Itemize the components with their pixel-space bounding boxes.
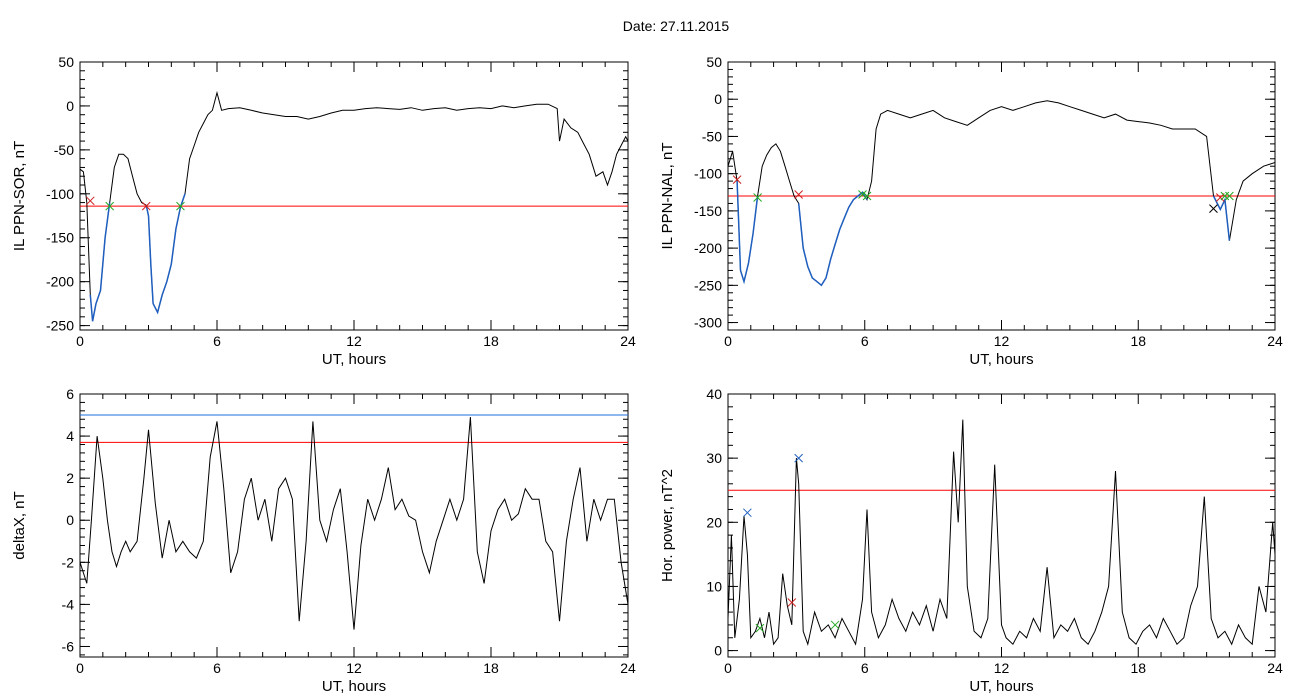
x-tick-label: 6 bbox=[861, 660, 869, 676]
event-marker bbox=[85, 196, 95, 206]
y-axis-label: Hor. power, nT^2 bbox=[659, 469, 676, 582]
y-tick-label: -150 bbox=[46, 230, 74, 246]
event-marker bbox=[141, 201, 151, 211]
y-axis-label: IL PPN-NAL, nT bbox=[659, 143, 676, 250]
x-tick-label: 12 bbox=[346, 660, 362, 676]
y-tick-label: -2 bbox=[62, 554, 75, 570]
event-marker bbox=[830, 620, 840, 630]
x-tick-label: 18 bbox=[483, 660, 499, 676]
plot-area bbox=[728, 419, 1275, 647]
y-tick-label: 40 bbox=[706, 386, 722, 402]
y-tick-label: -100 bbox=[46, 186, 74, 202]
series-line bbox=[80, 90, 628, 322]
plot-area bbox=[80, 414, 628, 630]
y-tick-label: 20 bbox=[706, 514, 722, 530]
y-tick-label: 0 bbox=[66, 98, 74, 114]
x-tick-label: 6 bbox=[213, 660, 221, 676]
x-tick-label: 24 bbox=[1267, 333, 1283, 349]
y-tick-label: -250 bbox=[46, 318, 74, 334]
panel-bottom-left: 0 6 12 18 24 6 4 2 0 -2 -4 -6 UT, hours deltaX, nT bbox=[11, 386, 636, 695]
x-axis-label: UT, hours bbox=[969, 351, 1033, 368]
panel-top-right: 0 6 12 18 24 50 0 -50 -100 -150 -200 -250 -300 UT, ho… bbox=[659, 54, 1283, 368]
x-tick-label: 24 bbox=[620, 333, 636, 349]
x-tick-label: 0 bbox=[724, 333, 732, 349]
event-marker bbox=[1215, 193, 1225, 202]
x-tick-label: 24 bbox=[620, 660, 636, 676]
y-tick-label: 10 bbox=[706, 578, 722, 594]
highlight-segment bbox=[797, 191, 868, 287]
y-tick-label: -200 bbox=[694, 240, 722, 256]
event-marker bbox=[794, 190, 804, 199]
x-axis-label: UT, hours bbox=[969, 678, 1033, 695]
event-marker bbox=[1220, 191, 1230, 201]
panel-bottom-right: 0 6 12 18 24 40 30 20 10 0 UT, hours Hor. power, nT… bbox=[659, 386, 1283, 695]
x-axis-label: UT, hours bbox=[322, 678, 386, 695]
event-marker bbox=[105, 201, 115, 211]
x-tick-label: 12 bbox=[994, 660, 1010, 676]
y-tick-label: -150 bbox=[694, 203, 722, 219]
event-marker bbox=[794, 453, 804, 463]
y-tick-label: 0 bbox=[714, 643, 722, 659]
figure-title: Date: 27.11.2015 bbox=[622, 18, 730, 34]
y-axis-label: deltaX, nT bbox=[11, 491, 28, 559]
y-tick-label: -4 bbox=[62, 596, 75, 612]
event-marker bbox=[858, 190, 867, 199]
plot-area bbox=[80, 90, 628, 322]
y-tick-label: 2 bbox=[66, 470, 74, 486]
event-marker bbox=[753, 193, 762, 202]
y-tick-label: -50 bbox=[54, 142, 74, 158]
x-tick-label: 12 bbox=[994, 333, 1010, 349]
y-tick-label: 6 bbox=[66, 386, 74, 402]
series-line bbox=[728, 100, 1275, 287]
x-tick-label: 0 bbox=[76, 333, 84, 349]
series-line bbox=[80, 417, 628, 630]
y-tick-label: 0 bbox=[66, 512, 74, 528]
y-tick-label: -250 bbox=[694, 277, 722, 293]
event-marker bbox=[1225, 191, 1234, 201]
plot-frame bbox=[79, 393, 629, 658]
y-tick-label: 4 bbox=[66, 428, 74, 444]
event-marker bbox=[787, 598, 797, 607]
x-axis-label: UT, hours bbox=[322, 351, 386, 368]
y-tick-label: 50 bbox=[58, 54, 74, 70]
highlight-segment bbox=[736, 181, 759, 285]
highlight-segment bbox=[1212, 195, 1231, 241]
plot-frame bbox=[79, 61, 629, 331]
y-tick-label: -300 bbox=[694, 315, 722, 331]
x-tick-label: 6 bbox=[861, 333, 869, 349]
y-axis-label: IL PPN-SOR, nT bbox=[11, 141, 28, 251]
panel-top-left: 0 6 12 18 24 50 0 -50 -100 -150 -200 -250 UT, hours I… bbox=[11, 54, 636, 368]
y-tick-label: 30 bbox=[706, 450, 722, 466]
y-tick-label: -100 bbox=[694, 166, 722, 182]
event-marker bbox=[732, 175, 742, 184]
event-marker bbox=[755, 623, 765, 633]
y-tick-label: 0 bbox=[714, 91, 722, 107]
event-marker bbox=[862, 191, 872, 201]
series-line bbox=[728, 419, 1275, 647]
event-marker bbox=[176, 201, 185, 211]
plot-area bbox=[728, 100, 1275, 287]
x-tick-label: 6 bbox=[213, 333, 221, 349]
y-tick-label: -6 bbox=[62, 638, 75, 654]
x-tick-label: 0 bbox=[76, 660, 84, 676]
x-tick-label: 24 bbox=[1267, 660, 1283, 676]
x-tick-label: 18 bbox=[483, 333, 499, 349]
x-tick-label: 18 bbox=[1130, 333, 1146, 349]
x-tick-label: 18 bbox=[1130, 660, 1146, 676]
highlight-segment bbox=[145, 193, 186, 315]
event-marker bbox=[1209, 204, 1218, 214]
y-tick-label: 50 bbox=[706, 54, 722, 70]
x-tick-label: 12 bbox=[346, 333, 362, 349]
x-tick-label: 0 bbox=[724, 660, 732, 676]
y-tick-label: -200 bbox=[46, 274, 74, 290]
highlight-segment bbox=[89, 202, 111, 322]
event-marker bbox=[743, 508, 752, 518]
y-tick-label: -50 bbox=[702, 128, 722, 144]
